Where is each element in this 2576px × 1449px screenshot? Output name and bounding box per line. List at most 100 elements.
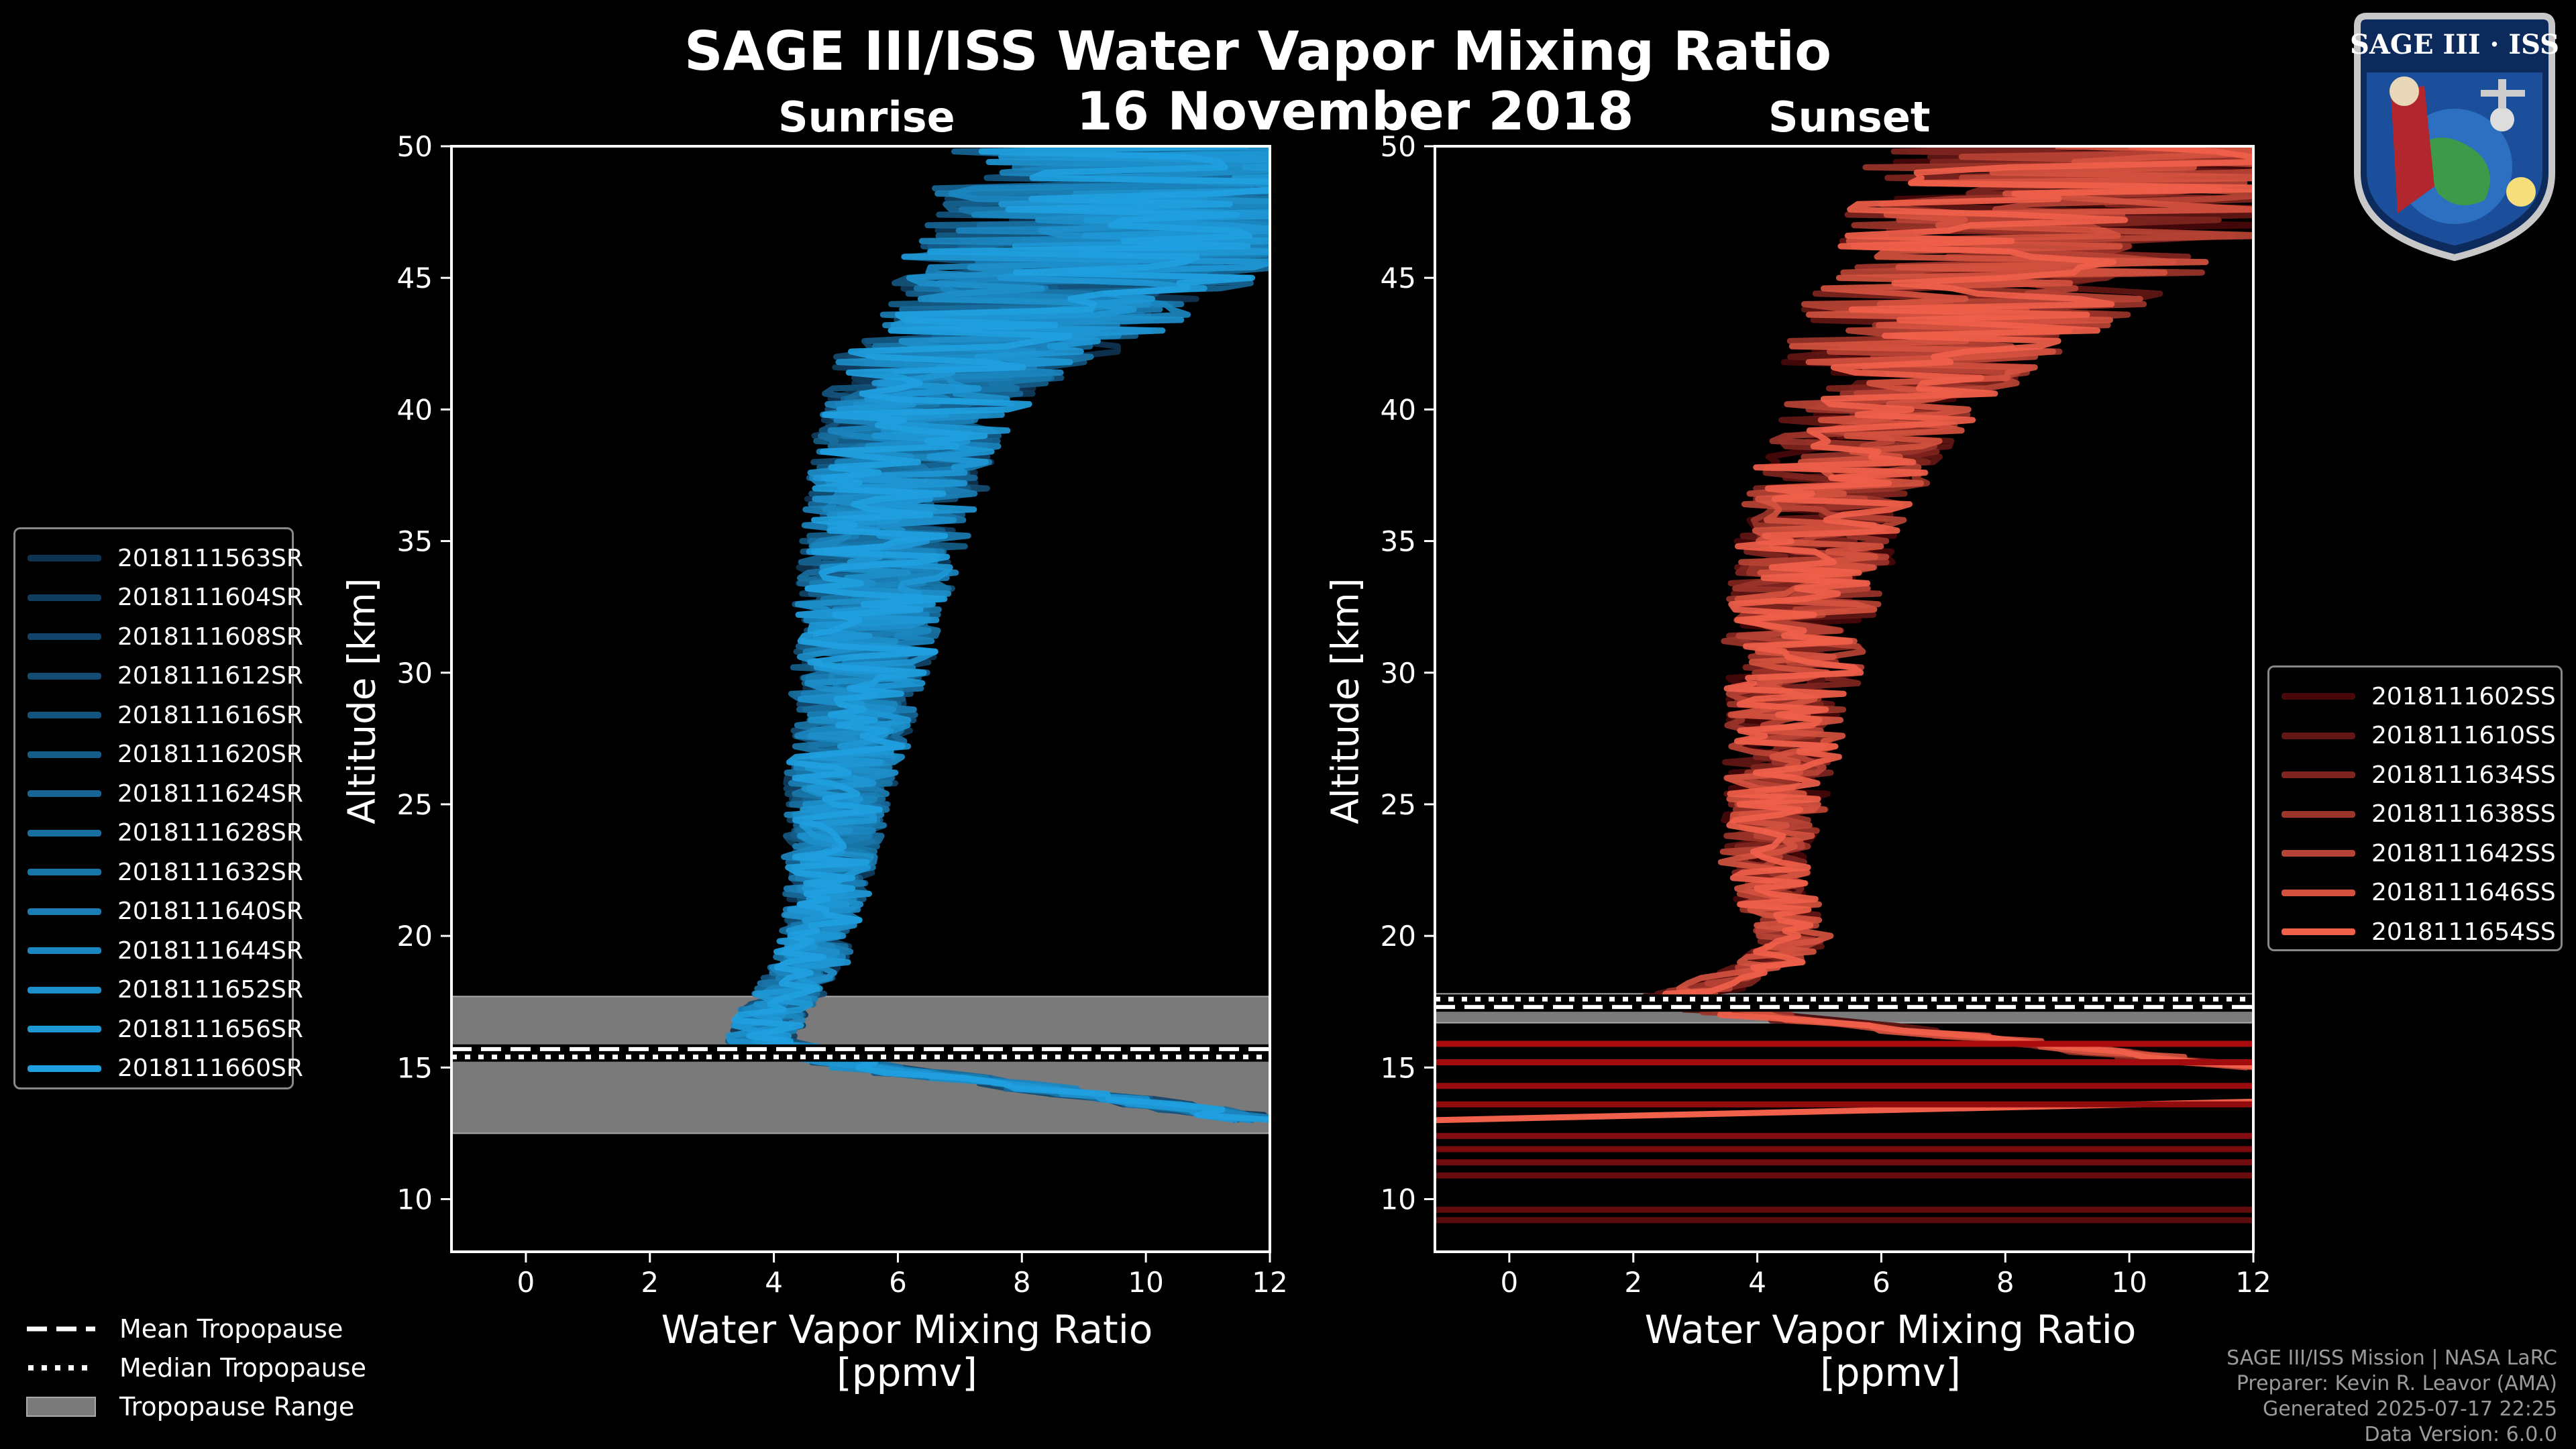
legend-label: 2018111604SR xyxy=(117,584,303,611)
legend-swatch xyxy=(28,986,101,994)
legend-swatch xyxy=(28,672,101,680)
legend-label: 2018111624SR xyxy=(117,780,303,808)
y-tick-label: 25 xyxy=(1381,788,1416,821)
legend-entry: 2018111620SR xyxy=(15,735,303,774)
legend-entry: 2018111634SS xyxy=(2269,755,2556,794)
legend-label: 2018111628SR xyxy=(117,819,303,847)
x-tick-label: 8 xyxy=(1013,1266,1031,1299)
legend-swatch xyxy=(28,1026,101,1032)
footer-line: Data Version: 6.0.0 xyxy=(2364,1423,2557,1446)
legend-swatch xyxy=(28,751,101,758)
sunrise-xlabel-line1: Water Vapor Mixing Ratio xyxy=(661,1307,1153,1352)
legend-entry: 2018111604SR xyxy=(15,578,303,617)
median-tropopause-label: Median Tropopause xyxy=(119,1353,366,1383)
legend-label: 2018111640SR xyxy=(117,898,303,925)
profile-line xyxy=(731,146,1270,1123)
legend-entry: 2018111656SR xyxy=(15,1010,303,1049)
y-tick-label: 35 xyxy=(1381,525,1416,558)
legend-label: 2018111644SR xyxy=(117,936,303,965)
y-tick-label: 50 xyxy=(397,130,433,163)
x-tick-label: 4 xyxy=(1748,1266,1766,1299)
legend-label: 2018111646SS xyxy=(2371,879,2556,906)
footer-credits: SAGE III/ISS Mission | NASA LaRC Prepare… xyxy=(2226,1346,2557,1448)
legend-entry: 2018111638SS xyxy=(2269,795,2556,834)
dashed-line-icon xyxy=(27,1326,95,1332)
legend-swatch xyxy=(2282,850,2355,857)
legend-swatch xyxy=(2282,732,2355,739)
legend-entry: 2018111563SR xyxy=(15,539,303,578)
legend-swatch xyxy=(28,790,101,797)
y-tick-label: 15 xyxy=(397,1051,433,1084)
legend-swatch xyxy=(2282,693,2355,700)
legend-label: 2018111602SS xyxy=(2371,682,2556,710)
legend-entry: 2018111610SS xyxy=(2269,716,2556,755)
sunset-label: Sunset xyxy=(1768,93,1931,142)
legend-swatch xyxy=(28,1065,101,1072)
legend-entry: 2018111602SS xyxy=(2269,677,2556,716)
legend-swatch xyxy=(28,869,101,875)
legend-label: 2018111620SR xyxy=(117,741,303,768)
y-tick-label: 15 xyxy=(1381,1051,1416,1084)
range-swatch-icon xyxy=(26,1397,96,1417)
sunset-ylabel: Altitude [km] xyxy=(1324,578,1368,824)
x-tick-label: 2 xyxy=(1624,1266,1642,1299)
profile-line xyxy=(1642,146,2253,1070)
x-tick-label: 6 xyxy=(889,1266,907,1299)
legend-entry: 2018111654SS xyxy=(2269,912,2556,951)
legend-swatch xyxy=(28,594,101,601)
x-tick-label: 8 xyxy=(1996,1266,2015,1299)
legend-entry: 2018111640SR xyxy=(15,892,303,931)
y-tick-label: 20 xyxy=(397,920,433,953)
legend-label: 2018111616SR xyxy=(117,701,303,729)
y-tick-label: 50 xyxy=(1381,130,1416,163)
legend-swatch xyxy=(28,555,101,561)
sunrise-label: Sunrise xyxy=(778,93,955,142)
tropopause-range-legend: Tropopause Range xyxy=(24,1387,354,1426)
sage-iii-iss-logo-icon: SAGE III · ISS xyxy=(2350,13,2559,262)
y-tick-label: 45 xyxy=(1381,262,1416,294)
footer-line: SAGE III/ISS Mission | NASA LaRC xyxy=(2226,1346,2557,1370)
x-tick-label: 2 xyxy=(641,1266,659,1299)
x-tick-label: 10 xyxy=(2111,1266,2147,1299)
sunrise-panel: 0 2 4 6 8 10 12 10 15 20 25 30 35 40 45 50 xyxy=(397,130,1288,1299)
legend-swatch xyxy=(2282,771,2355,778)
y-tick-label: 35 xyxy=(397,525,433,558)
profile-lines xyxy=(724,146,1270,1124)
y-tick-label: 20 xyxy=(1381,920,1416,953)
legend-swatch xyxy=(28,908,101,915)
legend-entry: 2018111608SR xyxy=(15,617,303,656)
logo-text: SAGE III · ISS xyxy=(2350,29,2559,60)
x-tick-label: 6 xyxy=(1872,1266,1890,1299)
x-tick-label: 0 xyxy=(517,1266,535,1299)
legend-swatch xyxy=(2282,928,2355,935)
date-title: 16 November 2018 xyxy=(1076,82,1634,142)
x-tick-label: 10 xyxy=(1128,1266,1163,1299)
y-tick-label: 10 xyxy=(397,1183,433,1216)
sunrise-ylabel: Altitude [km] xyxy=(340,578,384,824)
x-tick-label: 12 xyxy=(2235,1266,2271,1299)
y-tick-label: 30 xyxy=(397,657,433,690)
legend-entry: 2018111624SR xyxy=(15,774,303,813)
y-tick-label: 40 xyxy=(1381,393,1416,426)
y-tick-label: 45 xyxy=(397,262,433,294)
legend-entry: 2018111652SR xyxy=(15,971,303,1010)
legend-entry: 2018111612SR xyxy=(15,657,303,696)
legend-label: 2018111656SR xyxy=(117,1015,303,1043)
legend-entry: 2018111644SR xyxy=(15,931,303,970)
legend-label: 2018111642SS xyxy=(2371,839,2556,867)
legend-swatch xyxy=(2282,810,2355,818)
sunset-panel: 0 2 4 6 8 10 12 10 15 20 25 30 35 40 45 50 xyxy=(1381,130,2271,1299)
sunrise-legend: 2018111563SR 2018111604SR 2018111608SR 2018… xyxy=(13,527,303,1089)
legend-label: 2018111610SS xyxy=(2371,722,2556,749)
mean-tropopause-label: Mean Tropopause xyxy=(119,1314,343,1344)
y-tick-label: 10 xyxy=(1381,1183,1416,1216)
footer-line: Generated 2025-07-17 22:25 xyxy=(2262,1397,2557,1421)
legend-entry: 2018111642SS xyxy=(2269,834,2556,873)
legend-entry: 2018111632SR xyxy=(15,853,303,892)
legend-swatch xyxy=(28,947,101,954)
legend-swatch xyxy=(2282,889,2355,896)
legend-label: 2018111638SS xyxy=(2371,800,2556,828)
plot-frame xyxy=(450,145,1271,1253)
tropopause-range-label: Tropopause Range xyxy=(119,1392,355,1421)
